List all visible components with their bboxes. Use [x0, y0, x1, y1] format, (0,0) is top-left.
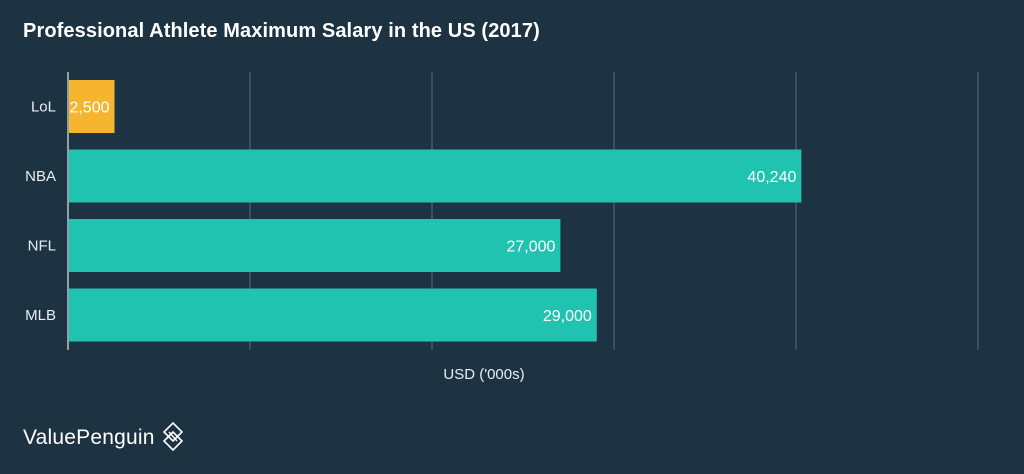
- y-tick-label: MLB: [25, 307, 56, 324]
- y-tick-label: LoL: [31, 99, 56, 116]
- y-tick-label: NBA: [25, 168, 56, 185]
- data-label: 27,000: [506, 239, 555, 256]
- bar-mlb: [69, 288, 597, 342]
- bar-nfl: [69, 219, 561, 272]
- data-label: 29,000: [543, 308, 592, 325]
- chart-title: Professional Athlete Maximum Salary in t…: [23, 20, 540, 42]
- data-label: 40,240: [747, 169, 796, 186]
- bar-nba: [69, 149, 802, 203]
- y-tick-label: NFL: [28, 238, 56, 255]
- penguin-logo-icon: [162, 421, 183, 451]
- bar-lol: [69, 80, 115, 133]
- data-label: 2,500: [69, 100, 109, 117]
- x-axis-label: USD ('000s): [443, 366, 525, 383]
- brand-logo: ValuePenguin: [23, 421, 185, 451]
- brand-name: ValuePenguin: [23, 426, 155, 449]
